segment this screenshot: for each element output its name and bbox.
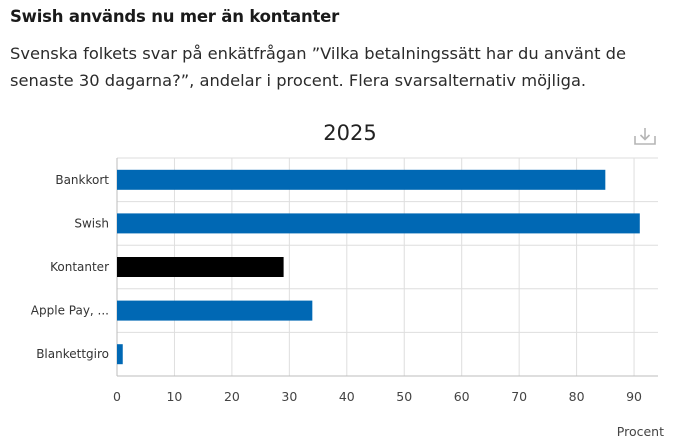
download-button[interactable] [632, 125, 658, 147]
bar-3 [117, 257, 284, 277]
x-axis-label: Procent [617, 424, 664, 439]
chart-title: 2025 [323, 121, 377, 145]
x-tick-label: 30 [281, 389, 297, 404]
category-label: Swish [74, 216, 109, 230]
download-icon [634, 128, 656, 145]
category-label: Blankettgiro [36, 347, 109, 361]
x-tick-label: 40 [339, 389, 355, 404]
page-title: Swish används nu mer än kontanter [10, 7, 340, 26]
bar-2 [117, 213, 640, 234]
category-label: Apple Pay, ... [31, 304, 109, 318]
category-label: Kontanter [50, 260, 109, 274]
bar-5 [117, 344, 123, 365]
page-subtitle: Svenska folkets svar på enkätfrågan ”Vil… [10, 44, 627, 90]
x-tick-label: 80 [569, 389, 585, 404]
x-tick-label: 20 [224, 389, 240, 404]
bar-4 [117, 300, 313, 321]
bar-1 [117, 169, 606, 190]
x-tick-label: 0 [113, 389, 121, 404]
x-tick-label: 90 [626, 389, 642, 404]
x-tick-label: 50 [396, 389, 412, 404]
x-tick-label: 60 [454, 389, 470, 404]
x-tick-label: 70 [511, 389, 527, 404]
x-tick-label: 10 [166, 389, 182, 404]
bar-chart: Bankkort Swish Kontanter Apple Pay, ... Blan… [31, 157, 664, 439]
category-label: Bankkort [55, 173, 109, 187]
